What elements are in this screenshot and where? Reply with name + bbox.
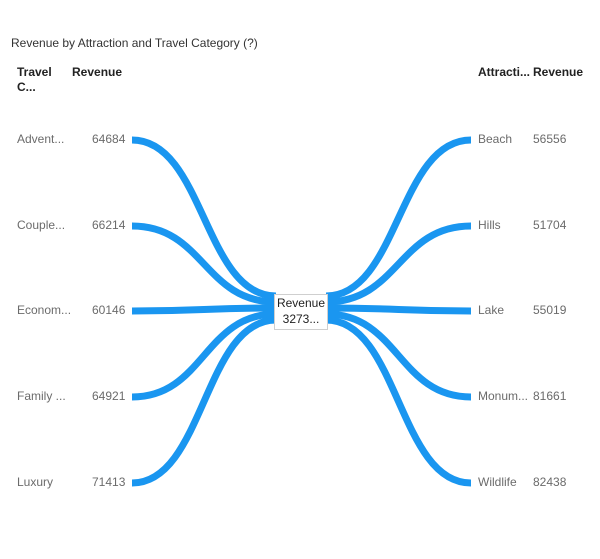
left-node-value: 71413 [92,475,126,489]
left-flow-2[interactable] [131,304,277,315]
right-flow-2[interactable] [325,304,472,315]
visual-title: Revenue by Attraction and Travel Categor… [11,36,258,50]
left-flow-3[interactable] [131,310,277,401]
right-value-header[interactable]: Revenue [533,65,584,79]
center-node-label: Revenue [276,296,326,310]
right-flow-0[interactable] [325,136,472,300]
left-node-label: Econom... [17,303,72,317]
right-node-label: Lake [478,303,505,317]
left-node-label: Family ... [17,389,66,403]
left-flow-1[interactable] [131,222,277,306]
left-node-value: 60146 [92,303,126,317]
right-node-value: 55019 [533,303,567,317]
left-node-value: 64921 [92,389,126,403]
left-node-label: Advent... [17,132,65,146]
right-node-value: 51704 [533,218,567,232]
left-category-header[interactable]: Travel C... [17,65,52,94]
right-flow-4[interactable] [325,316,472,487]
left-node-label: Couple... [17,218,66,232]
right-flow-3[interactable] [325,310,472,401]
left-node-value: 64684 [92,132,126,146]
right-node-label: Wildlife [478,475,517,489]
left-node-label: Luxury [17,475,54,489]
left-node-value: 66214 [92,218,126,232]
right-node-label: Beach [478,132,513,146]
left-flow-4[interactable] [131,316,277,487]
right-node-value: 81661 [533,389,567,403]
center-node[interactable]: Revenue 3273... [274,294,328,330]
right-flow-1[interactable] [325,222,472,306]
left-flow-0[interactable] [131,136,277,300]
right-category-header[interactable]: Attracti... [478,65,531,79]
right-node-value: 56556 [533,132,567,146]
right-node-label: Hills [478,218,501,232]
left-value-header[interactable]: Revenue [72,65,123,79]
center-node-value: 3273... [282,312,320,326]
right-node-label: Monum... [478,389,529,403]
right-node-value: 82438 [533,475,567,489]
